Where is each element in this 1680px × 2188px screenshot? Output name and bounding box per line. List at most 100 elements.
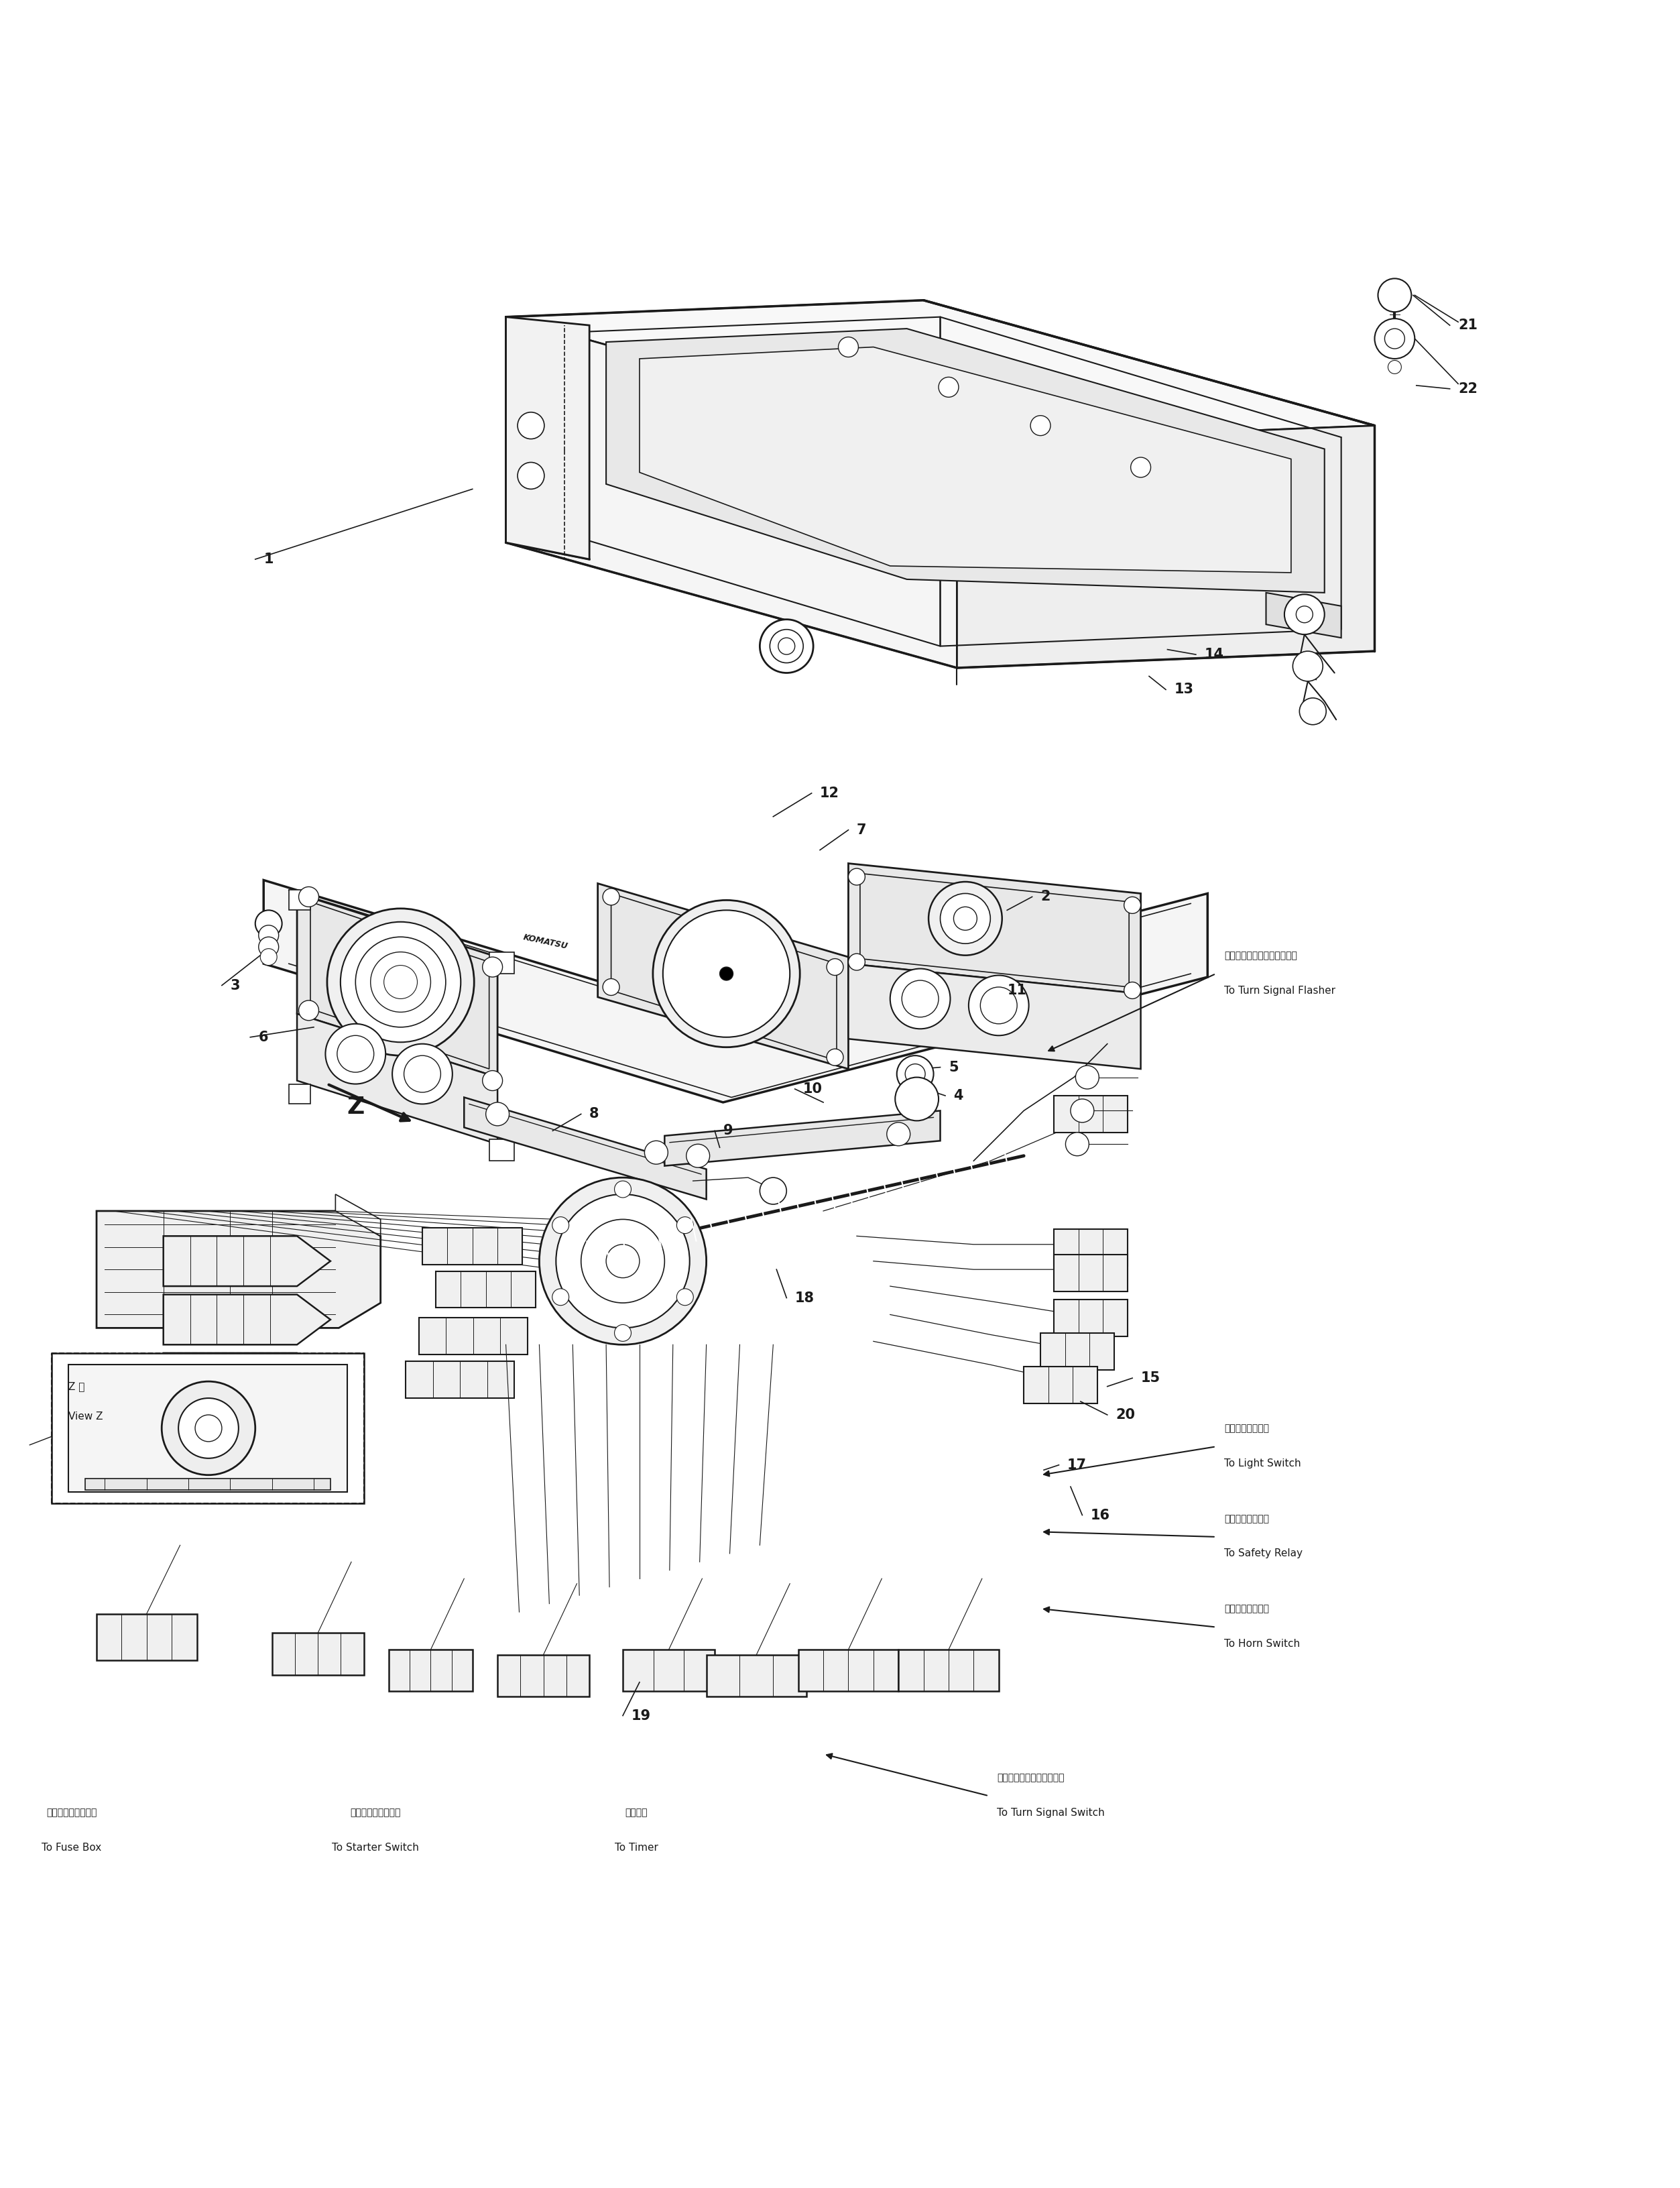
Circle shape bbox=[326, 1024, 386, 1083]
Polygon shape bbox=[848, 864, 1141, 993]
Circle shape bbox=[969, 976, 1028, 1035]
Text: ライトスイッチへ: ライトスイッチへ bbox=[1225, 1424, 1268, 1433]
Polygon shape bbox=[506, 300, 1374, 442]
Polygon shape bbox=[706, 1654, 806, 1696]
Circle shape bbox=[887, 1122, 911, 1147]
Polygon shape bbox=[1023, 1365, 1097, 1403]
Polygon shape bbox=[86, 1479, 331, 1490]
Circle shape bbox=[328, 908, 474, 1055]
Text: セフティリレーへ: セフティリレーへ bbox=[1225, 1514, 1268, 1523]
Polygon shape bbox=[96, 1615, 197, 1661]
Polygon shape bbox=[506, 317, 590, 560]
Text: 20: 20 bbox=[1116, 1409, 1136, 1422]
Polygon shape bbox=[163, 1295, 331, 1346]
Text: 2: 2 bbox=[1040, 891, 1050, 904]
Polygon shape bbox=[297, 893, 497, 1076]
Circle shape bbox=[1374, 319, 1415, 359]
Polygon shape bbox=[96, 1210, 381, 1328]
Text: 9: 9 bbox=[722, 1125, 732, 1138]
Circle shape bbox=[1075, 1066, 1099, 1090]
Circle shape bbox=[486, 1103, 509, 1127]
Text: 8: 8 bbox=[590, 1107, 600, 1120]
Circle shape bbox=[1295, 606, 1312, 624]
Circle shape bbox=[1299, 698, 1326, 724]
Circle shape bbox=[259, 926, 279, 945]
Circle shape bbox=[539, 1177, 706, 1346]
Polygon shape bbox=[497, 1654, 590, 1696]
Text: ホーンスイッチへ: ホーンスイッチへ bbox=[1225, 1604, 1268, 1615]
Polygon shape bbox=[163, 1352, 331, 1403]
Text: View Z: View Z bbox=[69, 1411, 102, 1422]
Circle shape bbox=[827, 1048, 843, 1066]
Polygon shape bbox=[435, 1271, 536, 1308]
Polygon shape bbox=[388, 1650, 472, 1691]
Polygon shape bbox=[598, 884, 848, 1070]
Text: ターンシグナルスイッチへ: ターンシグナルスイッチへ bbox=[996, 1772, 1065, 1783]
Text: 18: 18 bbox=[795, 1291, 815, 1304]
Circle shape bbox=[299, 886, 319, 906]
Polygon shape bbox=[297, 1013, 497, 1144]
Polygon shape bbox=[163, 1236, 331, 1287]
Polygon shape bbox=[1040, 1332, 1114, 1370]
Circle shape bbox=[603, 888, 620, 906]
Circle shape bbox=[299, 1000, 319, 1020]
Polygon shape bbox=[506, 317, 958, 667]
Text: 1: 1 bbox=[264, 554, 274, 567]
Circle shape bbox=[1124, 982, 1141, 998]
Circle shape bbox=[195, 1416, 222, 1442]
Polygon shape bbox=[422, 1227, 522, 1265]
Circle shape bbox=[981, 987, 1016, 1024]
Text: To Light Switch: To Light Switch bbox=[1225, 1457, 1300, 1468]
Text: 21: 21 bbox=[1458, 319, 1478, 333]
Circle shape bbox=[517, 462, 544, 490]
Circle shape bbox=[677, 1217, 694, 1234]
Circle shape bbox=[391, 1044, 452, 1105]
Text: 17: 17 bbox=[1067, 1457, 1087, 1473]
Circle shape bbox=[1131, 457, 1151, 477]
Polygon shape bbox=[464, 1098, 706, 1199]
Polygon shape bbox=[52, 1352, 365, 1503]
Circle shape bbox=[1285, 595, 1324, 635]
Circle shape bbox=[338, 1035, 375, 1072]
Polygon shape bbox=[489, 952, 514, 974]
Text: 3: 3 bbox=[230, 978, 240, 991]
Circle shape bbox=[259, 936, 279, 956]
Circle shape bbox=[385, 965, 417, 998]
Text: 14: 14 bbox=[1205, 648, 1223, 661]
Circle shape bbox=[482, 1070, 502, 1090]
Circle shape bbox=[615, 1182, 632, 1197]
Polygon shape bbox=[69, 1365, 348, 1492]
Polygon shape bbox=[798, 1650, 899, 1691]
Circle shape bbox=[161, 1381, 255, 1475]
Polygon shape bbox=[1267, 593, 1341, 637]
Text: ターンシグナルフラッシャへ: ターンシグナルフラッシャへ bbox=[1225, 952, 1297, 961]
Text: To Timer: To Timer bbox=[615, 1842, 659, 1853]
Polygon shape bbox=[289, 891, 311, 910]
Polygon shape bbox=[1053, 1096, 1127, 1133]
Text: 4: 4 bbox=[954, 1090, 963, 1103]
Circle shape bbox=[553, 1289, 570, 1306]
Circle shape bbox=[827, 958, 843, 976]
Text: 11: 11 bbox=[1006, 985, 1026, 998]
Polygon shape bbox=[264, 880, 1208, 1103]
Circle shape bbox=[902, 980, 939, 1017]
Polygon shape bbox=[272, 1632, 365, 1674]
Text: 5: 5 bbox=[949, 1061, 958, 1074]
Polygon shape bbox=[1053, 1254, 1127, 1291]
Circle shape bbox=[403, 1055, 440, 1092]
Circle shape bbox=[941, 893, 991, 943]
Polygon shape bbox=[336, 1195, 381, 1236]
Circle shape bbox=[1378, 278, 1411, 313]
Circle shape bbox=[719, 967, 732, 980]
Circle shape bbox=[759, 1177, 786, 1203]
Circle shape bbox=[356, 936, 445, 1026]
Circle shape bbox=[687, 1144, 709, 1168]
Text: 19: 19 bbox=[632, 1709, 650, 1722]
Circle shape bbox=[517, 411, 544, 440]
Circle shape bbox=[178, 1398, 239, 1457]
Circle shape bbox=[778, 637, 795, 654]
Polygon shape bbox=[405, 1361, 514, 1398]
Circle shape bbox=[482, 956, 502, 978]
Polygon shape bbox=[1053, 1300, 1127, 1337]
Text: 22: 22 bbox=[1458, 383, 1478, 396]
